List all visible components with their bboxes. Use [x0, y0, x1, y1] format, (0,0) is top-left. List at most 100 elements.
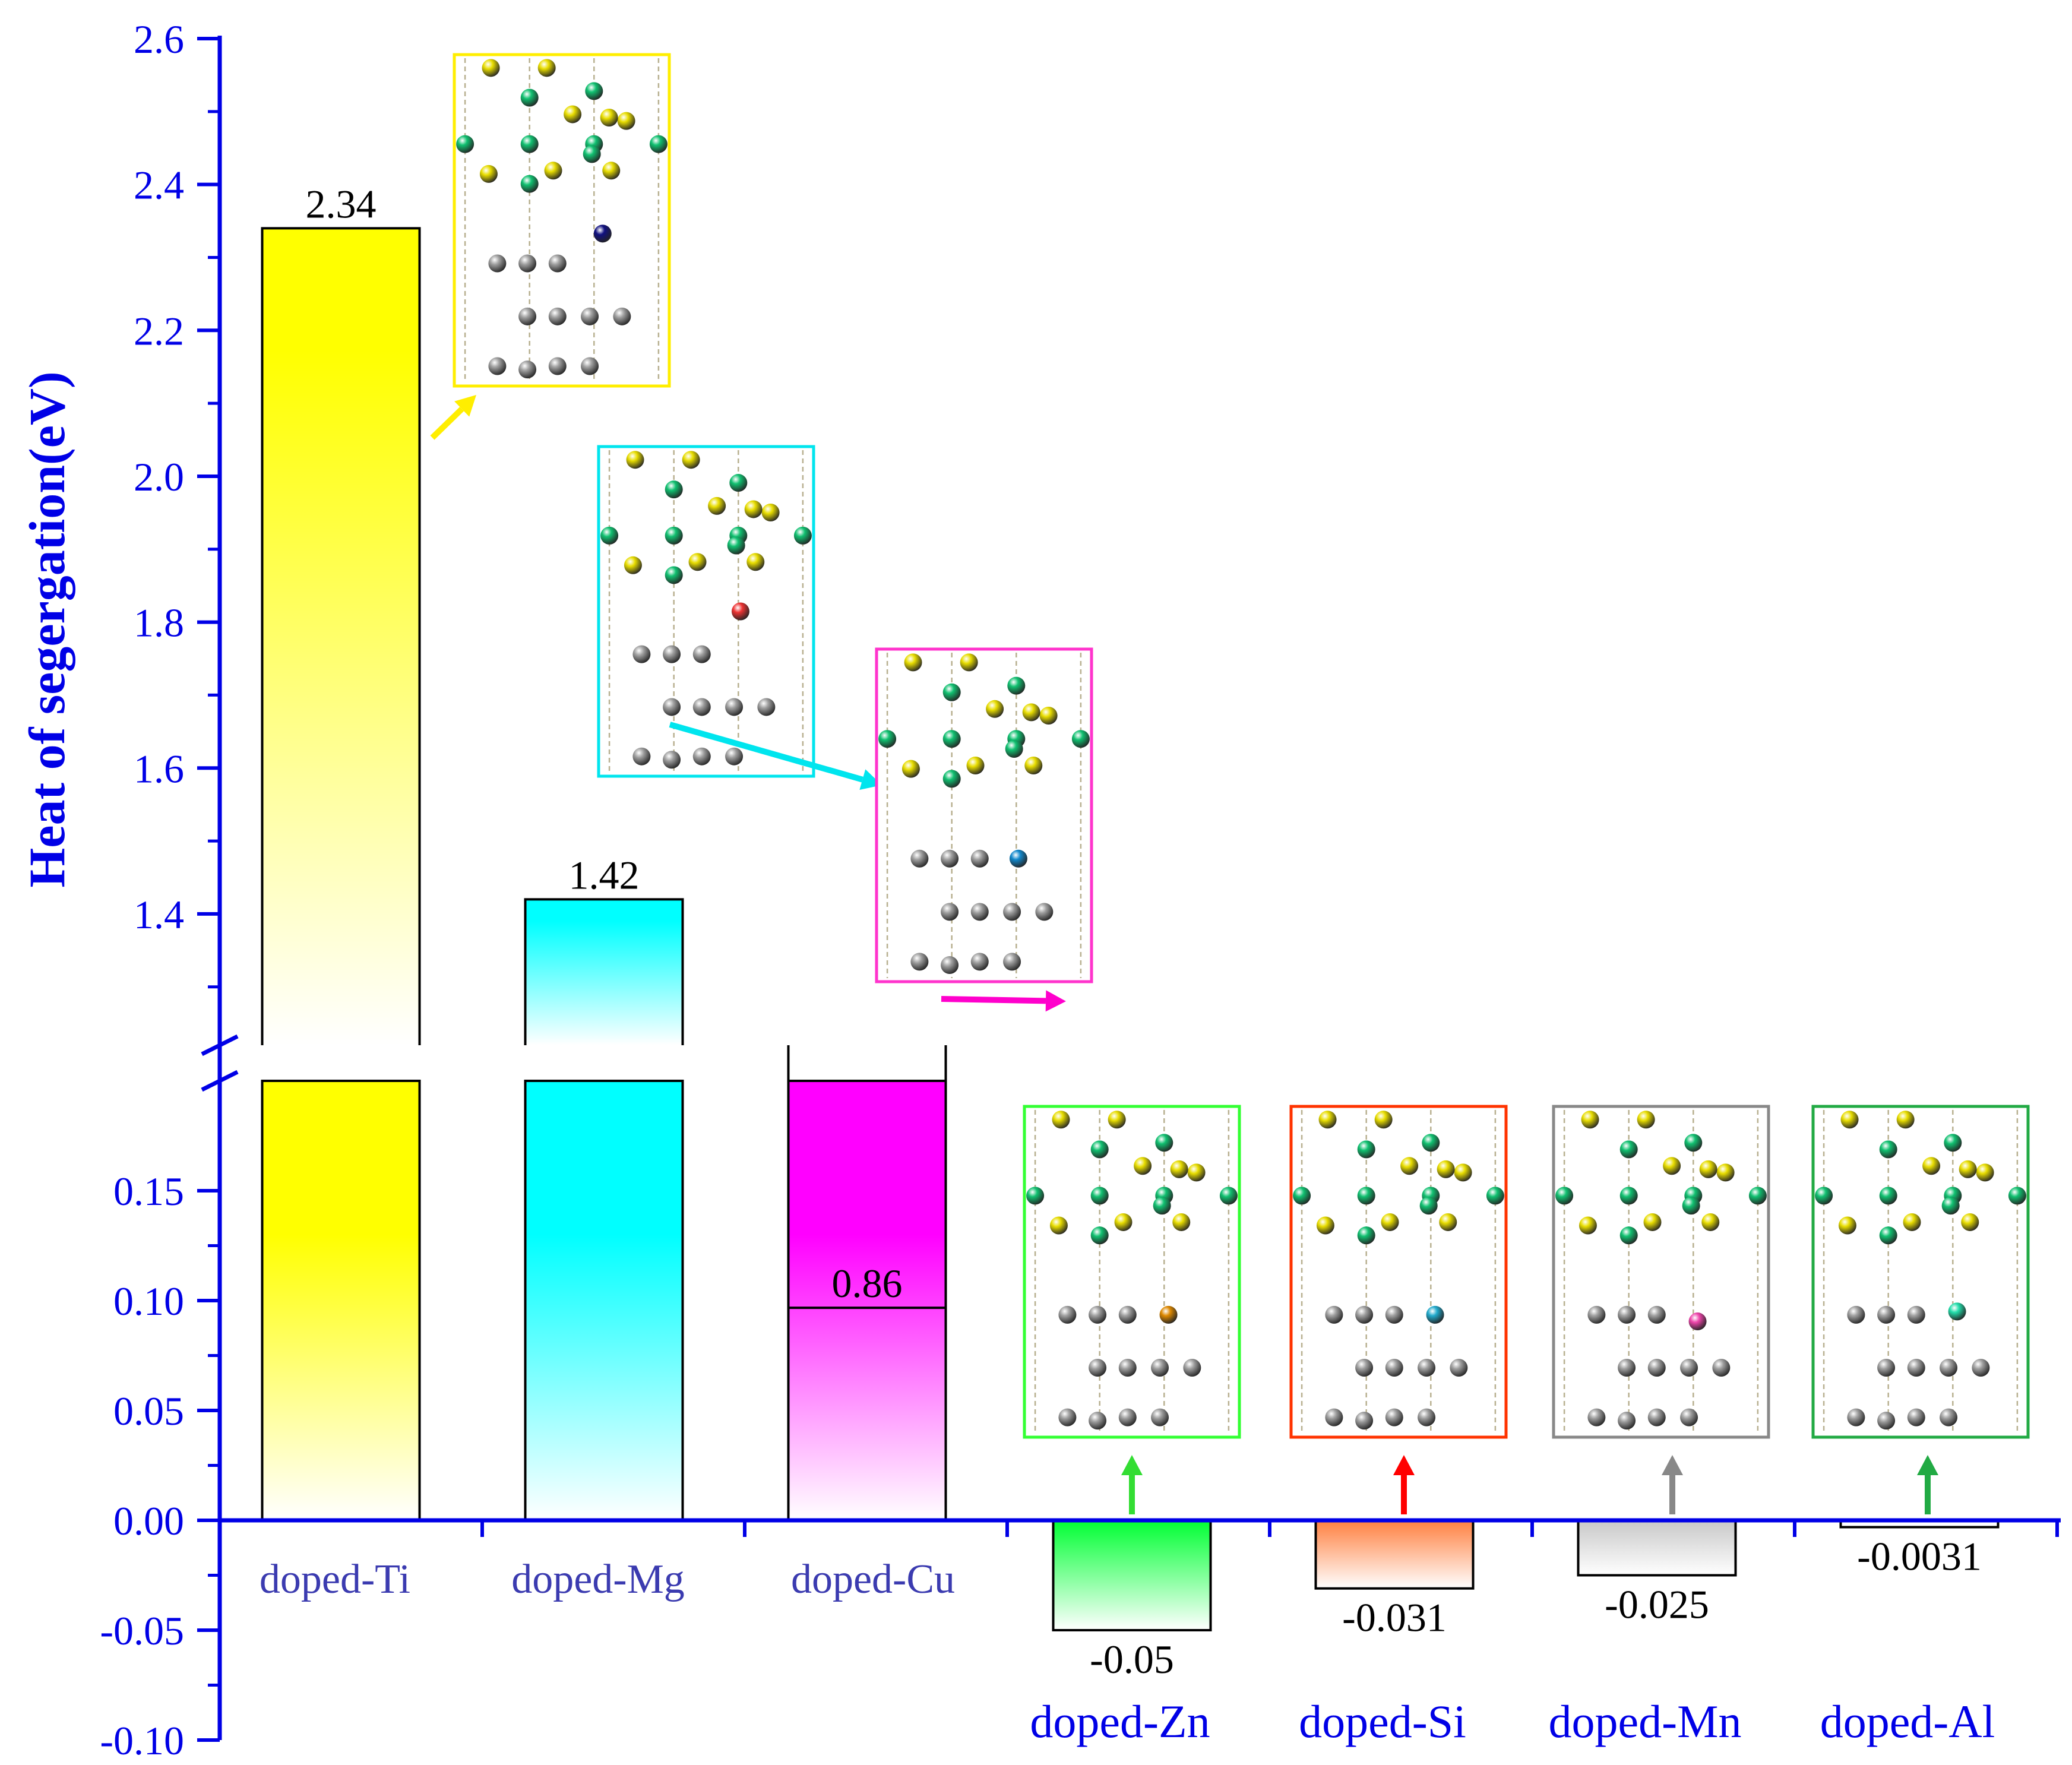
- host-atom-yellow-7: [600, 109, 618, 127]
- dopant-atom-doped-Mg: [731, 602, 749, 621]
- host-atom-green-0: [1619, 1140, 1638, 1159]
- y-tick-label-0.00: 0.00: [113, 1498, 184, 1543]
- host-atom-yellow-4: [1316, 1216, 1334, 1235]
- host-atom-green-7: [1682, 1197, 1700, 1215]
- arrow-head-doped-Mn: [1662, 1455, 1683, 1475]
- host-atom-green-0: [1357, 1140, 1375, 1159]
- host-atom-green-6: [1879, 1226, 1897, 1245]
- y-tick-label-0.05: 0.05: [113, 1388, 184, 1434]
- host-atom-green-2: [456, 135, 474, 153]
- host-atom-gray-0: [1587, 1305, 1606, 1324]
- host-atom-gray-8: [1877, 1412, 1896, 1430]
- host-atom-gray-6: [1035, 903, 1054, 921]
- host-atom-green-6: [942, 770, 961, 788]
- host-atom-green-3: [1879, 1187, 1897, 1205]
- host-atom-green-6: [1090, 1226, 1109, 1245]
- arrow-head-doped-Al: [1917, 1455, 1938, 1475]
- host-atom-green-0: [942, 683, 961, 701]
- bar-doped-Cu-upper-outline: [787, 1045, 947, 1309]
- host-atom-yellow-4: [901, 760, 920, 778]
- bar-doped-Ti-upper-outline: [261, 227, 421, 1045]
- host-atom-gray-3: [941, 903, 959, 921]
- host-atom-green-6: [1619, 1226, 1638, 1245]
- host-atom-gray-2: [1647, 1305, 1666, 1324]
- host-atom-gray-7: [1058, 1408, 1077, 1426]
- host-atom-gray-1: [1877, 1305, 1896, 1324]
- arrow-head-doped-Si: [1393, 1455, 1415, 1475]
- host-atom-green-5: [1219, 1187, 1238, 1205]
- host-atom-gray-9: [970, 953, 989, 971]
- category-label-doped-Ti: doped-Ti: [260, 1557, 410, 1602]
- host-atom-green-2: [1293, 1187, 1311, 1205]
- host-atom-gray-6: [1972, 1359, 1990, 1377]
- inset-frame-doped-Zn: [1023, 1105, 1241, 1439]
- host-atom-green-0: [1879, 1140, 1897, 1159]
- axes-layer: [197, 36, 2061, 1742]
- host-atom-yellow-0: [1052, 1111, 1070, 1129]
- axis-break-mark-upper: [201, 1034, 239, 1057]
- arrow-head-doped-Zn: [1121, 1455, 1143, 1475]
- host-atom-yellow-1: [960, 653, 978, 672]
- host-atom-yellow-1: [1108, 1111, 1126, 1129]
- host-atom-yellow-0: [1581, 1111, 1599, 1129]
- y-tick-label-2.6: 2.6: [134, 17, 184, 62]
- host-atom-gray-8: [663, 751, 681, 769]
- inset-frame-doped-Cu: [875, 647, 1093, 983]
- y-tick-label-2.2: 2.2: [134, 308, 184, 353]
- host-atom-yellow-3: [1187, 1163, 1206, 1182]
- host-atom-green-2: [1026, 1187, 1045, 1205]
- host-atom-gray-6: [1450, 1359, 1468, 1377]
- structure-inset-doped-Si: [1289, 1105, 1508, 1439]
- host-atom-yellow-7: [744, 500, 763, 518]
- host-atom-gray-7: [1847, 1408, 1865, 1426]
- structure-inset-doped-Ti: [453, 53, 671, 388]
- host-atom-yellow-4: [624, 556, 642, 574]
- category-label-doped-Al: doped-Al: [1820, 1696, 1995, 1747]
- host-atom-green-1: [1007, 676, 1026, 695]
- bar-doped-Mg-lower: [524, 1080, 684, 1522]
- host-atom-gray-9: [1118, 1408, 1137, 1426]
- host-atom-yellow-2: [564, 105, 582, 124]
- host-atom-yellow-3: [1039, 707, 1058, 725]
- host-atom-yellow-1: [1896, 1111, 1915, 1129]
- value-label-doped-Zn: -0.05: [1090, 1637, 1174, 1682]
- dopant-atom-doped-Zn: [1159, 1305, 1178, 1324]
- y-tick-label-2.4: 2.4: [134, 163, 184, 208]
- bar-doped-Mg-upper: [525, 899, 683, 1045]
- host-atom-gray-3: [1355, 1359, 1374, 1377]
- arrow-shaft-doped-Ti: [430, 407, 464, 440]
- host-atom-yellow-5: [544, 162, 562, 180]
- host-atom-gray-1: [941, 849, 959, 868]
- host-atom-gray-7: [632, 747, 651, 766]
- host-atom-gray-10: [1151, 1408, 1169, 1426]
- y-axis-title: Heat of segergation(eV): [18, 371, 75, 887]
- arrow-shaft-doped-Cu: [941, 996, 1046, 1004]
- value-label-doped-Mg: 1.42: [569, 852, 640, 897]
- host-atom-gray-4: [1385, 1359, 1403, 1377]
- insets-layer: [430, 53, 2030, 1514]
- host-atom-yellow-6: [1701, 1213, 1720, 1231]
- host-atom-gray-3: [518, 307, 537, 325]
- dopant-atom-doped-Mn: [1688, 1312, 1707, 1331]
- y-tick-label-1.4: 1.4: [134, 892, 184, 937]
- host-atom-yellow-0: [482, 59, 500, 77]
- axis-break-mark-lower: [201, 1070, 239, 1092]
- host-atom-yellow-5: [966, 757, 985, 774]
- host-atom-green-3: [1090, 1187, 1109, 1205]
- host-atom-green-3: [520, 135, 539, 153]
- y-tick-label--0.10: -0.10: [100, 1718, 184, 1763]
- host-atom-gray-0: [632, 645, 651, 663]
- host-atom-green-7: [1419, 1197, 1438, 1215]
- host-atom-gray-5: [725, 698, 744, 716]
- bar-doped-Ti-upper: [262, 228, 420, 1045]
- host-atom-yellow-5: [688, 553, 707, 571]
- host-atom-green-5: [793, 526, 812, 545]
- value-label-doped-Mn: -0.025: [1605, 1582, 1709, 1627]
- host-atom-green-3: [942, 730, 961, 748]
- host-atom-gray-4: [692, 698, 711, 716]
- structure-inset-doped-Cu: [875, 647, 1093, 983]
- host-atom-gray-10: [1003, 953, 1021, 971]
- y-tick-label-0.10: 0.10: [113, 1279, 184, 1324]
- host-atom-gray-4: [1118, 1359, 1137, 1377]
